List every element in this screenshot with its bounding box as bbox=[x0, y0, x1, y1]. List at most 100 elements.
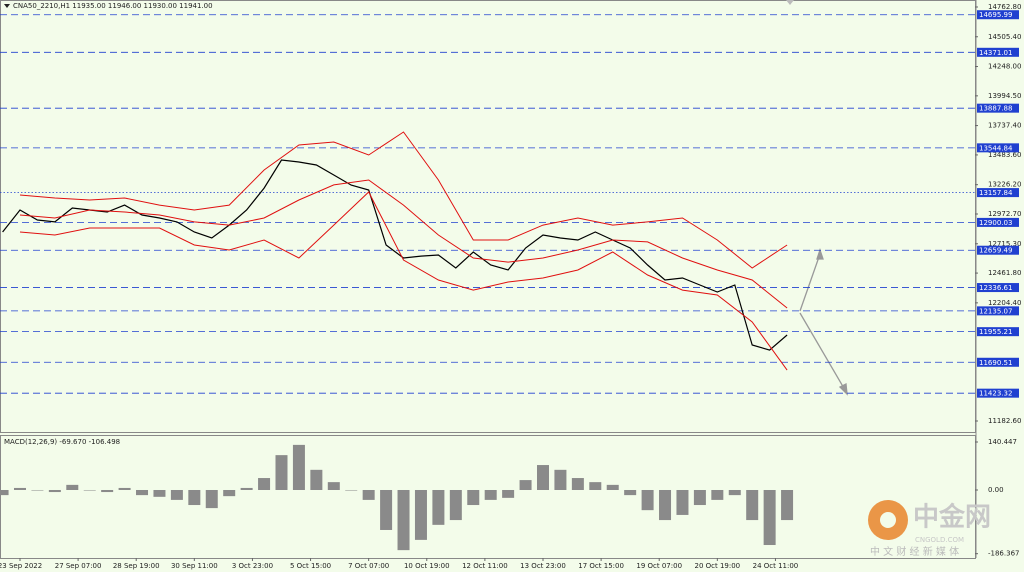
level-label-box bbox=[977, 188, 1019, 198]
level-label-box bbox=[977, 143, 1019, 153]
y-tick-label: 14248.00 bbox=[988, 63, 1021, 71]
y-tick-label: 13994.50 bbox=[988, 92, 1021, 100]
level-label: 11955.21 bbox=[979, 328, 1012, 336]
x-tick-label: 24 Oct 11:00 bbox=[753, 562, 799, 570]
macd-bar bbox=[101, 489, 114, 493]
macd-bar bbox=[484, 489, 497, 500]
macd-bar bbox=[275, 455, 288, 490]
level-label-box bbox=[977, 47, 1019, 57]
macd-bar bbox=[0, 489, 9, 496]
y-tick-label: 13483.60 bbox=[988, 151, 1021, 159]
y-tick-label: 140.447 bbox=[988, 438, 1017, 446]
macd-bar bbox=[414, 489, 427, 540]
x-tick-label: 20 Oct 19:00 bbox=[695, 562, 741, 570]
macd-bar bbox=[746, 489, 759, 521]
series-line bbox=[2, 159, 788, 351]
y-tick-label: 12972.70 bbox=[988, 210, 1021, 218]
watermark: 中金网 CNGOLD.COM 中 文 财 经 新 媒 体 bbox=[868, 500, 991, 558]
macd-bar bbox=[31, 489, 44, 491]
level-label-box bbox=[977, 10, 1019, 20]
watermark-brand: 中金网 bbox=[913, 502, 991, 533]
macd-bar bbox=[292, 444, 305, 490]
level-label: 13544.84 bbox=[979, 144, 1013, 152]
scroll-marker bbox=[786, 0, 794, 5]
level-label-box bbox=[977, 388, 1019, 398]
level-label-box bbox=[977, 245, 1019, 255]
y-tick-label: 0.00 bbox=[988, 486, 1004, 494]
level-label: 11423.32 bbox=[979, 390, 1012, 398]
macd-bar bbox=[432, 489, 445, 525]
macd-bar bbox=[536, 465, 549, 490]
macd-bar bbox=[380, 489, 393, 530]
level-label: 12659.49 bbox=[979, 247, 1012, 255]
level-label-box bbox=[977, 283, 1019, 293]
y-tick-label: 14762.80 bbox=[988, 3, 1021, 11]
x-tick-label: 27 Sep 07:00 bbox=[55, 562, 102, 570]
y-tick-label: 11182.60 bbox=[988, 417, 1021, 425]
macd-bar bbox=[362, 489, 375, 500]
level-label: 11690.51 bbox=[979, 359, 1012, 367]
macd-bar bbox=[554, 469, 567, 490]
macd-bar bbox=[763, 489, 776, 546]
series-line bbox=[19, 179, 788, 309]
y-tick-label: 12715.30 bbox=[988, 240, 1021, 248]
x-tick-label: 7 Oct 07:00 bbox=[348, 562, 389, 570]
x-tick-label: 28 Sep 19:00 bbox=[113, 562, 160, 570]
menu-icon bbox=[4, 4, 10, 8]
level-label-box bbox=[977, 217, 1019, 227]
macd-bar bbox=[781, 489, 794, 521]
series-line bbox=[19, 131, 788, 269]
macd-bar bbox=[449, 489, 462, 521]
macd-bar bbox=[676, 489, 689, 515]
macd-bar bbox=[66, 484, 79, 490]
macd-bar bbox=[589, 482, 602, 490]
macd-bar bbox=[188, 489, 201, 506]
macd-bar bbox=[83, 489, 96, 491]
level-label-box bbox=[977, 103, 1019, 113]
logo-center bbox=[880, 512, 896, 528]
level-label-box bbox=[977, 306, 1019, 316]
macd-bar bbox=[327, 482, 340, 490]
macd-bar bbox=[205, 489, 218, 509]
macd-bar bbox=[641, 489, 654, 511]
y-tick-label: -186.367 bbox=[988, 550, 1019, 558]
forecast-arrows bbox=[799, 247, 848, 396]
level-label: 12336.61 bbox=[979, 284, 1012, 292]
macd-bar bbox=[240, 487, 253, 490]
macd-bar bbox=[571, 478, 584, 490]
macd-bar bbox=[711, 489, 724, 500]
y-tick-label: 13226.20 bbox=[988, 181, 1021, 189]
macd-bar bbox=[693, 489, 706, 506]
y-tick-label: 13737.40 bbox=[988, 122, 1021, 130]
macd-bar bbox=[13, 487, 26, 490]
y-tick-label: 12461.80 bbox=[988, 269, 1021, 277]
x-tick-label: 17 Oct 15:00 bbox=[578, 562, 624, 570]
macd-bar bbox=[170, 489, 183, 500]
macd-bar bbox=[519, 480, 532, 490]
macd-bar bbox=[345, 489, 358, 491]
level-label: 13887.88 bbox=[979, 105, 1012, 113]
level-label: 13157.84 bbox=[979, 189, 1013, 197]
y-tick-label: 12204.40 bbox=[988, 299, 1021, 307]
macd-bar bbox=[624, 489, 637, 496]
watermark-site: CNGOLD.COM bbox=[915, 536, 964, 544]
macd-title: MACD(12,26,9) -69.670 -106.498 bbox=[4, 438, 120, 446]
macd-bar bbox=[258, 478, 271, 490]
x-tick-label: 19 Oct 07:00 bbox=[636, 562, 682, 570]
y-tick-label: 14505.40 bbox=[988, 33, 1021, 41]
x-tick-label: 3 Oct 23:00 bbox=[232, 562, 273, 570]
macd-bar bbox=[136, 489, 149, 496]
macd-bar bbox=[397, 489, 410, 551]
level-label: 12900.03 bbox=[979, 219, 1012, 227]
x-tick-label: 13 Oct 23:00 bbox=[520, 562, 566, 570]
macd-bar bbox=[728, 489, 741, 496]
level-label: 14371.01 bbox=[979, 49, 1012, 57]
level-label: 14695.99 bbox=[979, 11, 1012, 19]
chart-title: CNA50_2210,H1 11935.00 11946.00 11930.00… bbox=[13, 2, 213, 10]
macd-bar bbox=[310, 469, 323, 490]
macd-bar bbox=[659, 489, 672, 521]
macd-bar bbox=[223, 489, 236, 497]
x-tick-label: 23 Sep 2022 bbox=[0, 562, 42, 570]
